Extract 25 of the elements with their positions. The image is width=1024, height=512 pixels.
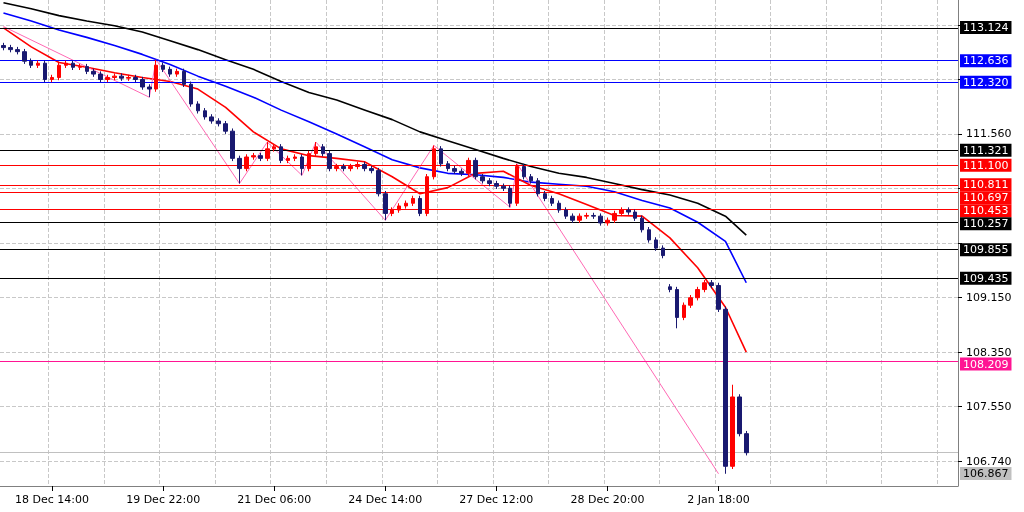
x-tick-label: 19 Dec 22:00 [126, 493, 201, 506]
ref-line-label: 112.320 [963, 75, 1009, 89]
ref-line-label: 108.209 [963, 357, 1009, 371]
ref-line-label: 110.811 [963, 178, 1009, 192]
y-tick-label: 109.150 [966, 291, 1012, 305]
ref-line-label: 112.636 [963, 54, 1009, 68]
ref-line-label: 110.697 [963, 191, 1009, 205]
ref-line-label: 113.124 [963, 21, 1009, 35]
ref-line-label: 110.453 [963, 204, 1009, 218]
ref-line-label: 106.867 [963, 467, 1009, 481]
ref-line-label: 109.435 [963, 271, 1009, 285]
x-tick-label: 28 Dec 20:00 [570, 493, 645, 506]
x-tick-label: 2 Jan 18:00 [687, 493, 750, 506]
ref-line-label: 109.855 [963, 243, 1009, 257]
x-tick-label: 24 Dec 14:00 [348, 493, 423, 506]
y-tick-label: 108.350 [966, 345, 1012, 359]
y-tick-label: 107.550 [966, 399, 1012, 413]
x-tick-label: 21 Dec 06:00 [237, 493, 312, 506]
y-tick-label: 106.740 [966, 455, 1012, 469]
ref-line-label: 110.257 [963, 217, 1009, 231]
ref-line-label: 111.100 [963, 158, 1009, 172]
x-tick-label: 27 Dec 12:00 [459, 493, 534, 506]
ref-line-label: 111.321 [963, 143, 1009, 157]
y-tick-label: 111.560 [966, 127, 1012, 141]
x-tick-label: 18 Dec 14:00 [15, 493, 90, 506]
